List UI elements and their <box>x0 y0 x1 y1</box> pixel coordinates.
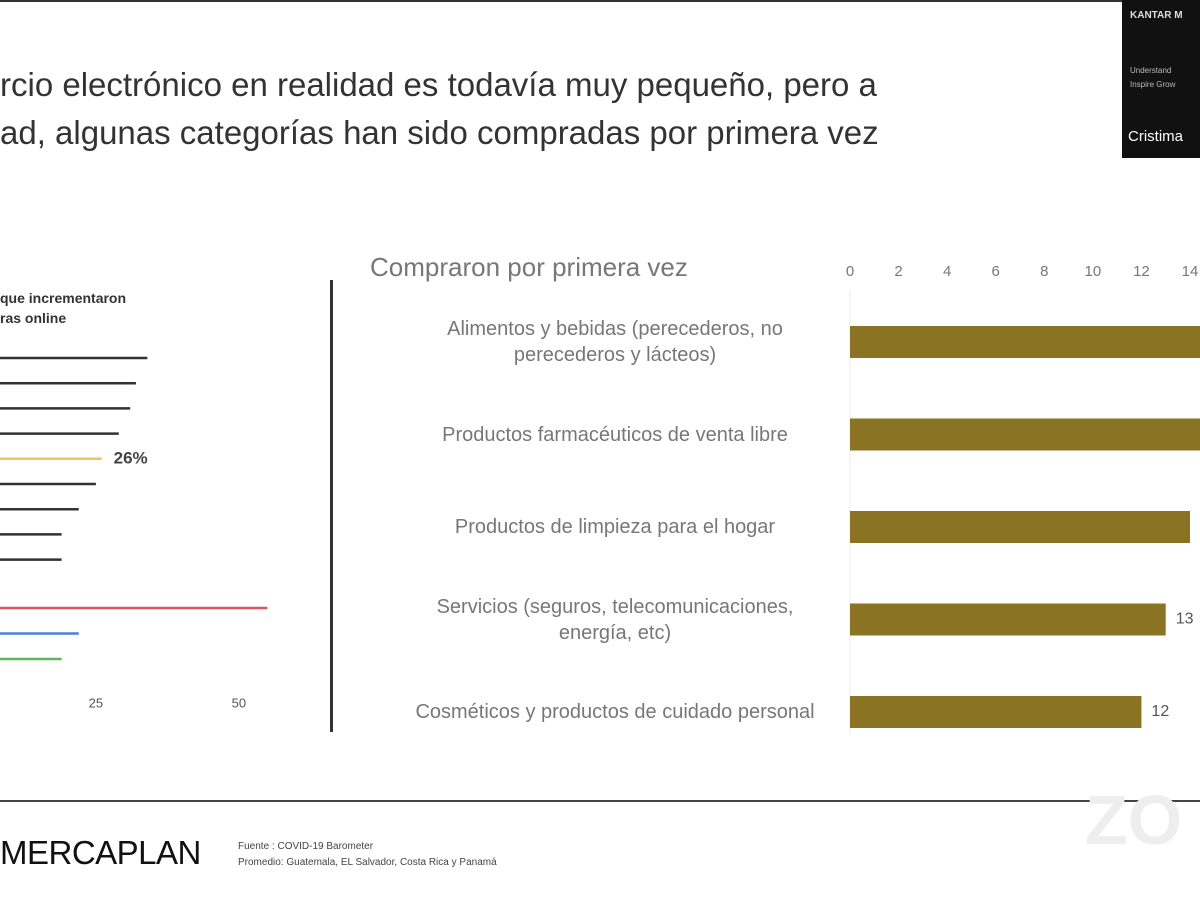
x-tick-label: 2 <box>894 263 902 280</box>
category-label: Productos farmacéuticos de venta libre <box>442 423 788 446</box>
tile-text: Inspire Grow <box>1130 80 1176 89</box>
zoom-watermark: ZO <box>1085 781 1183 859</box>
x-tick-label: 0 <box>846 263 854 280</box>
tile-text: Understand <box>1130 66 1172 75</box>
data-label: 13 <box>1176 611 1194 628</box>
slide-title-line: rcio electrónico en realidad es todavía … <box>0 66 877 103</box>
bar <box>850 511 1190 543</box>
category-label: Cosméticos y productos de cuidado person… <box>415 701 815 723</box>
x-tick-label: 8 <box>1040 263 1048 280</box>
participant-name: Cristima <box>1128 128 1183 145</box>
category-label: Productos de limpieza para el hogar <box>454 516 776 538</box>
x-tick-label: 4 <box>943 263 951 280</box>
left-chart-title: ras online <box>0 310 67 326</box>
divider <box>330 280 333 732</box>
x-tick-label: 25 <box>89 695 103 710</box>
note: Promedio: Guatemala, EL Salvador, Costa … <box>238 857 497 868</box>
video-tile: KANTAR M Understand Inspire Grow Cristim… <box>1122 0 1200 158</box>
top-border <box>0 0 1200 2</box>
data-label: 26% <box>114 448 148 467</box>
x-tick-label: 50 <box>232 695 246 710</box>
x-tick-label: 12 <box>1133 263 1150 280</box>
bar <box>850 603 1166 636</box>
category-label: Servicios (seguros, telecomunicaciones, … <box>436 595 794 644</box>
footer-rule <box>0 800 1200 802</box>
x-tick-label: 14 <box>1182 263 1199 280</box>
bar <box>850 418 1200 451</box>
bar <box>850 326 1200 358</box>
left-chart-title: que incrementaron <box>0 290 127 306</box>
right-chart-title: Compraron por primera vez <box>370 252 688 282</box>
x-tick-label: 6 <box>992 263 1000 280</box>
category-label: Alimentos y bebidas (perecederos, no per… <box>447 318 783 366</box>
data-label: 12 <box>1151 703 1169 720</box>
source: Fuente : COVID-19 Barometer <box>238 841 374 852</box>
logo: MERCAPLAN <box>0 834 201 871</box>
bar <box>850 696 1142 728</box>
tile-brand: KANTAR M <box>1130 10 1183 21</box>
x-tick-label: 10 <box>1085 263 1102 280</box>
slide-title-line: ad, algunas categorías han sido comprada… <box>0 114 879 151</box>
